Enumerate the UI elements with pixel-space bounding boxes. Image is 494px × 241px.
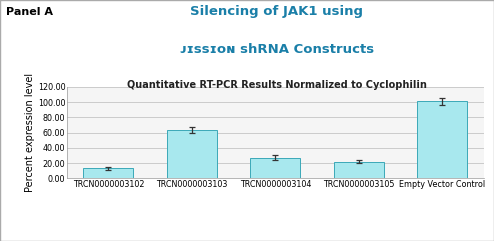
Bar xyxy=(334,161,384,178)
Y-axis label: Percent expression level: Percent expression level xyxy=(25,73,35,192)
Bar xyxy=(83,168,133,178)
Bar xyxy=(167,130,217,178)
Bar xyxy=(417,101,467,178)
Text: ᴊɪssɪᴏɴ shRNA Constructs: ᴊɪssɪᴏɴ shRNA Constructs xyxy=(180,43,373,56)
Text: Quantitative RT-PCR Results Normalized to Cyclophilin: Quantitative RT-PCR Results Normalized t… xyxy=(126,80,427,89)
Text: Panel A: Panel A xyxy=(6,7,53,17)
Text: Silencing of JAK1 using: Silencing of JAK1 using xyxy=(190,5,363,18)
Bar xyxy=(250,158,300,178)
